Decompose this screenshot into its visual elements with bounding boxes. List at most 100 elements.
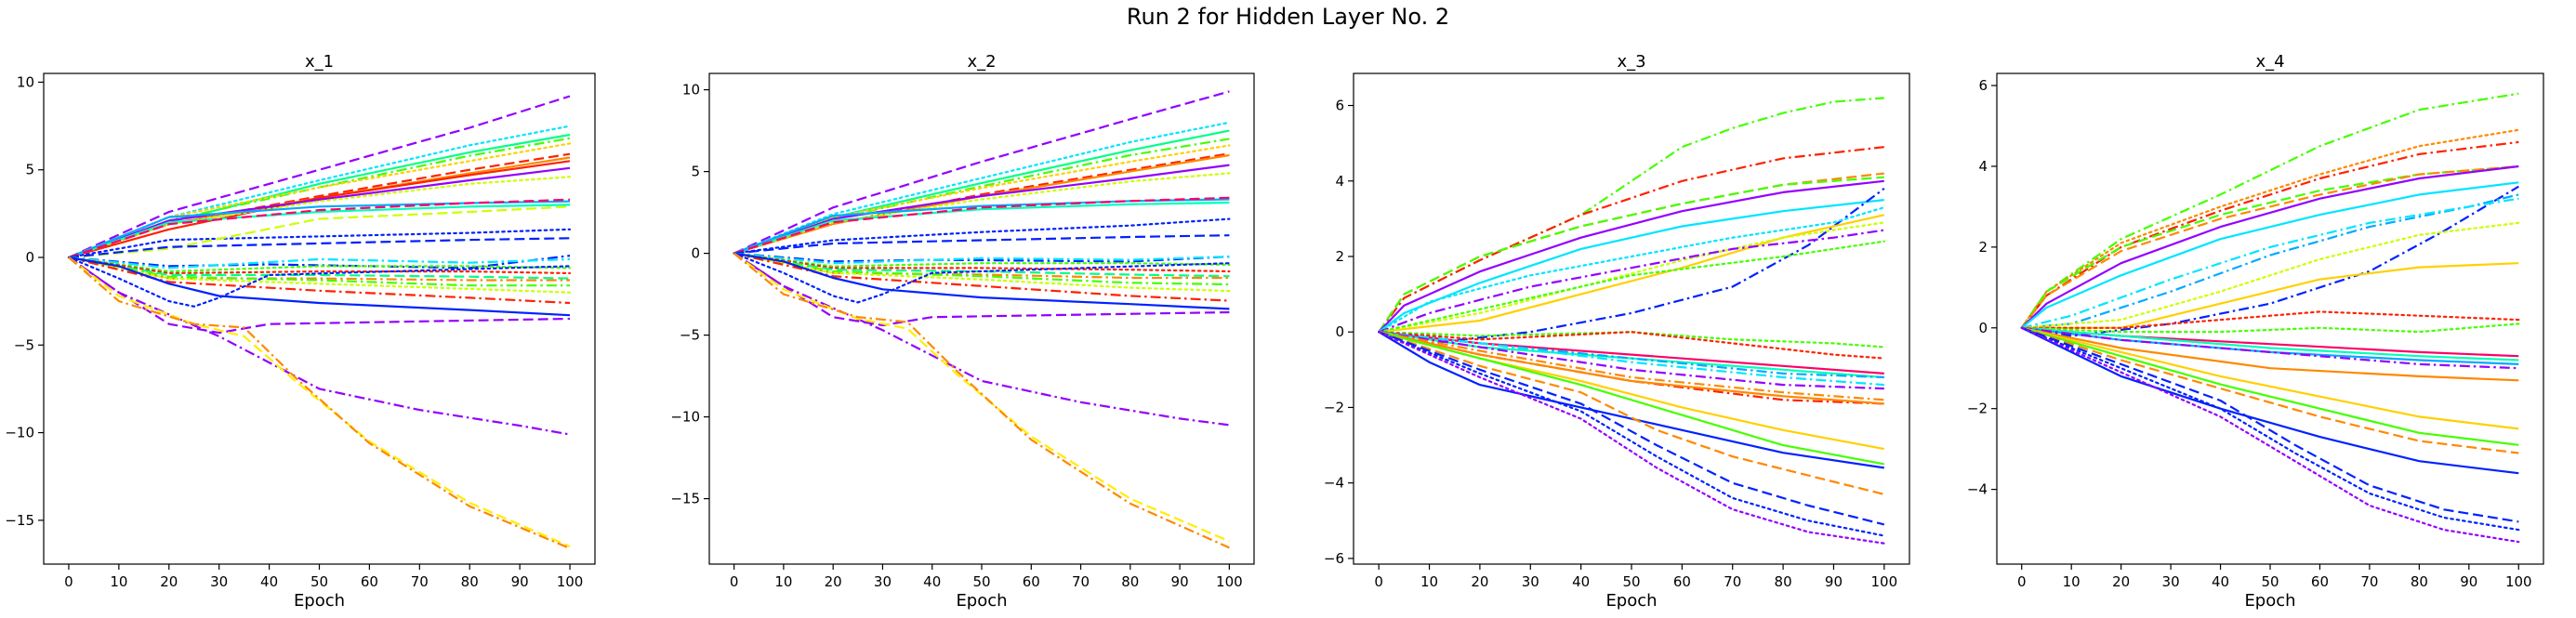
- series-line-14: [733, 234, 1230, 255]
- series-line-20: [2021, 326, 2519, 430]
- series-line-13: [733, 217, 1231, 255]
- series-line-29: [68, 256, 571, 436]
- series-line-19: [2021, 326, 2519, 382]
- series-line-4: [1378, 176, 1884, 333]
- series-line-15: [733, 252, 1230, 263]
- series-line-21: [2021, 326, 2519, 446]
- series-line-28: [68, 256, 571, 335]
- series-line-11: [68, 204, 571, 259]
- x-tick-label: 80: [1121, 573, 1139, 590]
- y-tick-label: −15: [670, 491, 700, 507]
- x-tick-label: 100: [557, 573, 584, 590]
- y-tick-label: −5: [680, 327, 700, 344]
- y-tick-label: 5: [25, 162, 34, 178]
- series-line-8: [1378, 206, 1885, 334]
- y-tick-label: −4: [1967, 481, 1988, 498]
- series-line-21: [733, 252, 1230, 286]
- x-axis-label: Epoch: [2244, 591, 2295, 611]
- series-line-12: [2021, 262, 2519, 329]
- subplot-x3: 0 10 20 30 40 50 60 70 80 90 100 −6 −4 −2 0 2 4 6 x_3 Epoch: [1324, 52, 1910, 611]
- series-group: [67, 95, 572, 550]
- series-line-23: [733, 252, 1230, 302]
- y-tick-label: 4: [1978, 158, 1988, 175]
- subplot-title: x_2: [967, 52, 996, 72]
- x-tick-label: 100: [1870, 573, 1897, 590]
- series-line-19: [67, 256, 572, 273]
- x-tick-label: 20: [160, 573, 178, 590]
- figure-title: Run 2 for Hidden Layer No. 2: [1126, 4, 1450, 30]
- series-line-13: [68, 198, 571, 259]
- y-tick-label: 6: [1335, 98, 1344, 114]
- y-tick-label: 10: [17, 73, 34, 90]
- x-tick-label: 80: [2411, 573, 2428, 590]
- y-tick-label: −10: [670, 409, 700, 426]
- subplot-title: x_3: [1617, 52, 1645, 72]
- y-tick-label: −6: [1324, 550, 1344, 567]
- series-line-9: [2021, 193, 2519, 329]
- y-tick-label: 6: [1978, 77, 1988, 94]
- series-line-5: [733, 144, 1231, 255]
- x-tick-label: 90: [1825, 573, 1843, 590]
- series-line-10: [1378, 221, 1885, 334]
- x-tick-label: 50: [972, 573, 990, 590]
- series-line-18: [68, 256, 571, 270]
- x-tick-label: 0: [64, 573, 73, 590]
- x-tick-label: 40: [923, 573, 941, 590]
- series-line-26: [2020, 326, 2520, 544]
- series-group: [1378, 97, 1885, 545]
- y-tick-label: 5: [691, 164, 700, 180]
- series-line-16: [733, 252, 1230, 265]
- series-line-8: [733, 164, 1230, 255]
- series-line-22: [2021, 326, 2519, 454]
- x-axis-label: Epoch: [294, 591, 345, 611]
- x-tick-label: 60: [1673, 573, 1691, 590]
- y-tick-label: 4: [1335, 173, 1344, 190]
- y-tick-label: 0: [691, 245, 700, 262]
- x-tick-label: 50: [1622, 573, 1640, 590]
- x-tick-label: 20: [825, 573, 842, 590]
- x-tick-label: 80: [1775, 573, 1792, 590]
- x-tick-label: 10: [774, 573, 792, 590]
- y-tick-label: −10: [5, 425, 34, 441]
- y-tick-label: −4: [1324, 475, 1344, 492]
- series-line-10: [67, 176, 572, 259]
- y-tick-label: 0: [25, 249, 34, 266]
- series-line-31: [68, 256, 571, 550]
- series-line-27: [67, 256, 572, 308]
- subplot-x1: 0 10 20 30 40 50 60 70 80 90 100 −15 −10 −5 0 5 10 x_1 Epo…: [5, 52, 596, 611]
- series-line-21: [68, 256, 571, 280]
- x-tick-label: 0: [1374, 573, 1383, 590]
- series-line-9: [68, 166, 571, 259]
- x-tick-label: 70: [411, 573, 429, 590]
- x-tick-label: 90: [1171, 573, 1189, 590]
- series-line-2: [733, 121, 1231, 255]
- x-tick-label: 30: [2162, 573, 2180, 590]
- series-line-7: [1378, 188, 1885, 345]
- x-tick-label: 30: [874, 573, 892, 590]
- y-tick-label: 0: [1335, 323, 1344, 340]
- series-line-12: [1378, 240, 1885, 334]
- x-tick-label: 40: [1572, 573, 1590, 590]
- series-line-25: [1378, 331, 1884, 469]
- series-line-23: [68, 256, 570, 287]
- x-tick-label: 0: [730, 573, 739, 590]
- y-tick-label: 0: [1978, 320, 1988, 336]
- y-tick-label: −2: [1967, 401, 1988, 417]
- series-line-6: [1378, 199, 1884, 334]
- series-line-26: [1378, 331, 1885, 495]
- series-line-24: [2021, 326, 2519, 523]
- series-line-14: [1378, 331, 1885, 360]
- y-tick-label: 10: [682, 82, 700, 99]
- series-line-13: [2020, 310, 2520, 329]
- series-line-30: [68, 256, 571, 548]
- y-tick-label: 2: [1978, 239, 1988, 256]
- series-line-17: [68, 255, 571, 270]
- series-line-18: [2021, 326, 2519, 370]
- y-tick-label: −5: [14, 336, 34, 353]
- x-tick-label: 10: [1420, 573, 1438, 590]
- x-tick-label: 100: [1216, 573, 1243, 590]
- series-line-10: [733, 201, 1230, 255]
- series-line-26: [68, 256, 571, 317]
- series-line-28: [1378, 331, 1885, 537]
- x-tick-label: 50: [310, 573, 328, 590]
